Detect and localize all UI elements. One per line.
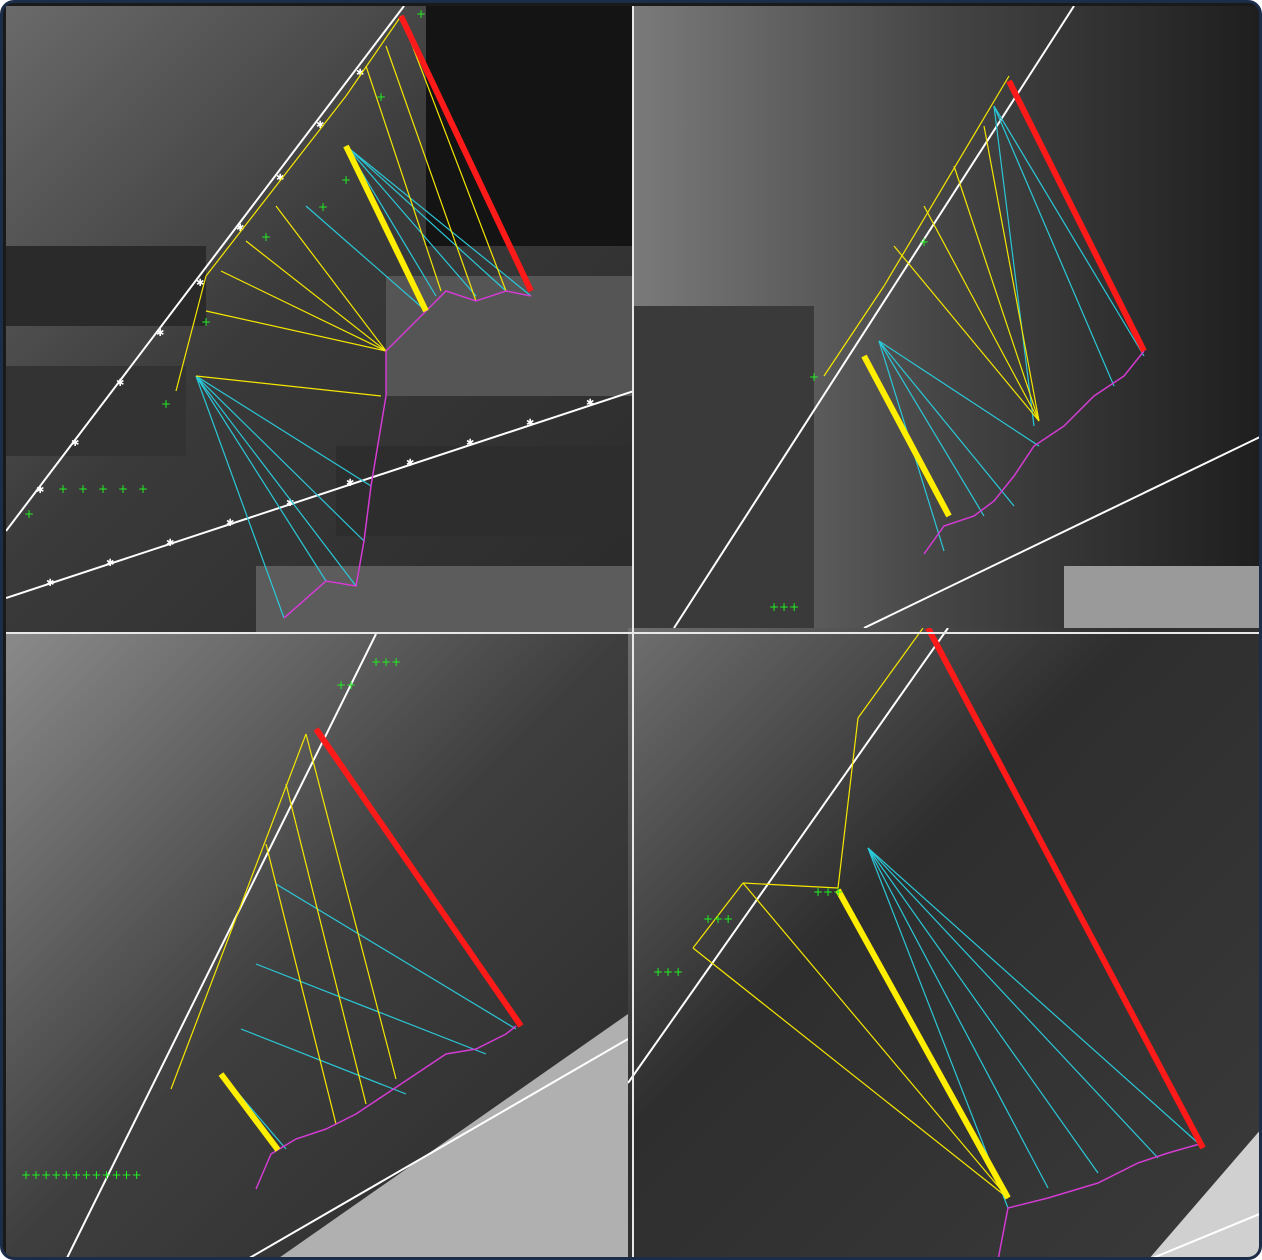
- svg-text:+: +: [98, 482, 108, 496]
- svg-text:✱: ✱: [236, 223, 244, 234]
- svg-text:+: +: [318, 200, 328, 214]
- svg-text:✱: ✱: [156, 328, 164, 339]
- svg-text:✱: ✱: [586, 398, 594, 409]
- panel-top-left: ✱ ✱ ✱ ✱ ✱ ✱ ✱ ✱ ✱ ✱ ✱ ✱ ✱ ✱ ✱ ✱ ✱ ✱ ✱ + + + + + + + + + + +…: [6, 6, 634, 634]
- svg-text:+: +: [161, 397, 171, 411]
- divider-horizontal: [6, 632, 1259, 634]
- green-markers-tl: + + + + + + + + + + + + +: [24, 7, 426, 521]
- svg-text:✱: ✱: [346, 478, 354, 489]
- svg-text:✱: ✱: [226, 518, 234, 529]
- panel-top-right-graphic: +++++: [634, 6, 1259, 628]
- svg-text:+: +: [58, 482, 68, 496]
- svg-text:+: +: [416, 7, 426, 21]
- svg-text:+++: +++: [371, 655, 401, 669]
- svg-text:+: +: [118, 482, 128, 496]
- svg-text:+++: +++: [703, 912, 733, 926]
- svg-text:✱: ✱: [166, 538, 174, 549]
- svg-text:✱: ✱: [356, 68, 364, 79]
- svg-text:✱: ✱: [406, 458, 414, 469]
- svg-text:✱: ✱: [106, 558, 114, 569]
- svg-text:+: +: [809, 370, 819, 384]
- svg-text:+: +: [78, 482, 88, 496]
- svg-text:+: +: [201, 315, 211, 329]
- svg-text:✱: ✱: [466, 438, 474, 449]
- svg-text:✱: ✱: [71, 438, 79, 449]
- svg-text:✱: ✱: [46, 578, 54, 589]
- svg-text:✱: ✱: [526, 418, 534, 429]
- svg-text:+: +: [138, 482, 148, 496]
- svg-text:+++: +++: [653, 965, 683, 979]
- svg-text:+: +: [261, 230, 271, 244]
- axis-markers-tl: ✱ ✱ ✱ ✱ ✱ ✱ ✱ ✱ ✱ ✱ ✱ ✱ ✱ ✱ ✱ ✱ ✱ ✱ ✱: [36, 68, 594, 589]
- svg-text:+: +: [376, 90, 386, 104]
- panel-top-left-graphic: ✱✱✱ ✱✱✱ ✱✱✱ ✱✱✱ ✱✱✱ ✱✱✱ ✱ + + + + ++ +++ ++…: [6, 6, 634, 634]
- svg-text:✱: ✱: [316, 120, 324, 131]
- divider-vertical: [632, 6, 634, 1257]
- svg-text:✱: ✱: [36, 485, 44, 496]
- panel-bottom-right-graphic: +++ +++ +++: [628, 628, 1259, 1257]
- svg-text:✱: ✱: [286, 498, 294, 509]
- panel-bottom-left: ++++++++++++ +++ ++: [6, 634, 628, 1257]
- svg-text:+: +: [919, 235, 929, 249]
- svg-text:+: +: [24, 507, 34, 521]
- svg-text:++: ++: [336, 678, 356, 692]
- svg-text:✱: ✱: [196, 278, 204, 289]
- svg-text:✱: ✱: [276, 173, 284, 184]
- svg-text:✱: ✱: [116, 378, 124, 389]
- svg-text:++++++++++++: ++++++++++++: [21, 1168, 142, 1182]
- svg-text:+++: +++: [769, 600, 799, 614]
- svg-text:+++: +++: [813, 885, 843, 899]
- svg-text:+: +: [341, 173, 351, 187]
- panel-bottom-right: +++ +++ +++: [628, 628, 1259, 1257]
- panel-top-right: +++ + +: [634, 6, 1259, 628]
- panel-bottom-left-graphic: +++++++++++++++ ++: [6, 634, 628, 1257]
